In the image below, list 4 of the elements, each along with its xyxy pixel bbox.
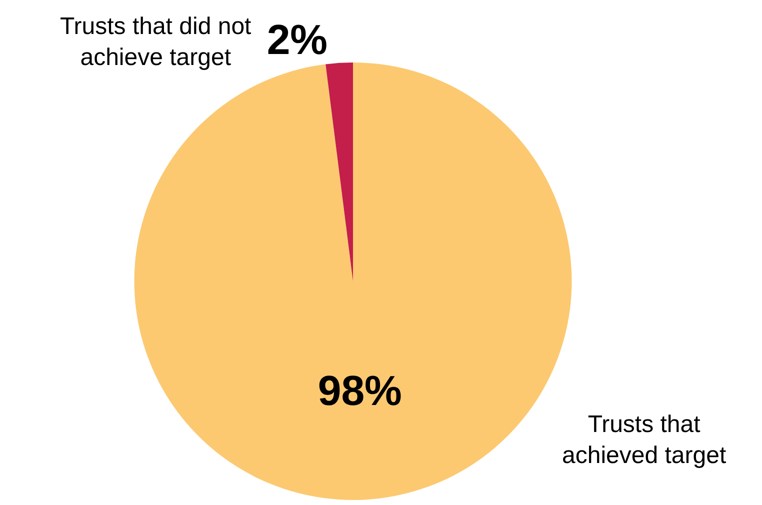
data-label: 98% <box>318 366 402 414</box>
data-label: 2% <box>266 16 328 64</box>
slice-label: Trusts that did not achieve target <box>60 13 252 72</box>
slice-label: Trusts that achieved target <box>562 411 726 470</box>
